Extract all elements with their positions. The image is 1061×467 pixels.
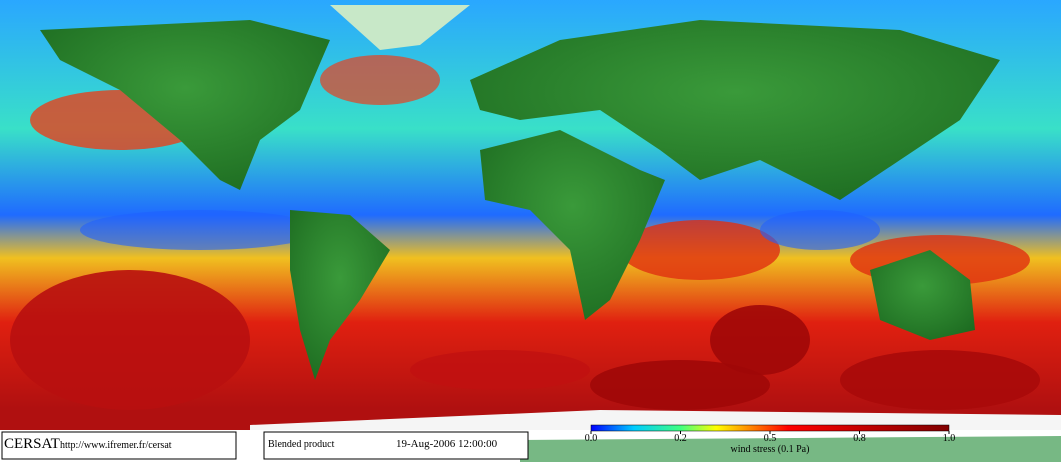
colorbar-tick-label: 0.0	[585, 433, 598, 444]
logo-box	[1, 431, 237, 460]
date: 19-Aug-2006 12:00:00	[396, 438, 498, 450]
colorbar	[590, 424, 950, 432]
colorbar-label: wind stress (0.1 Pa)	[731, 444, 810, 455]
product-box	[263, 431, 529, 460]
product: Blended product	[268, 439, 335, 450]
colorbar-tick-label: 1.0	[943, 433, 956, 444]
url: http://www.ifremer.fr/cersat	[60, 440, 172, 451]
colorbar-tick-label: 0.2	[674, 433, 687, 444]
colorbar-tick-label: 0.5	[764, 433, 777, 444]
colorbar-ticks: 0.0 0.2 0.5 0.8 1.0	[585, 431, 956, 444]
antarctica-edge	[520, 436, 1061, 462]
logo: CERSAT	[4, 436, 60, 452]
colorbar-tick-label: 0.8	[853, 433, 866, 444]
